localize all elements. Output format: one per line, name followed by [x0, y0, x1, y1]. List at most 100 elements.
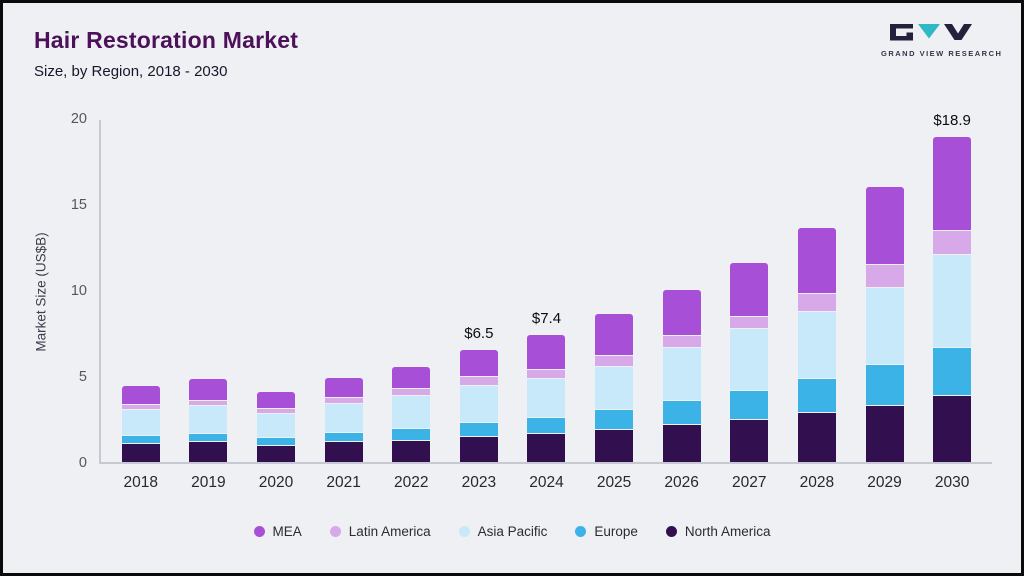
y-tick-label: 10 — [70, 283, 87, 299]
x-tick-label: 2025 — [596, 474, 632, 491]
segment-north-america — [730, 419, 769, 462]
legend-dot — [575, 526, 587, 537]
segment-asia-pacific — [865, 286, 904, 364]
y-tick-label: 5 — [78, 369, 87, 385]
legend-label: Latin America — [348, 524, 431, 539]
segment-europe — [459, 422, 498, 437]
segment-north-america — [662, 424, 701, 462]
segment-europe — [257, 437, 296, 445]
segment-europe — [324, 431, 363, 442]
segment-north-america — [121, 443, 160, 462]
bar-2021: 2021 — [324, 377, 363, 491]
segment-north-america — [933, 394, 972, 462]
segment-europe — [189, 432, 228, 442]
legend-item-asia-pacific: Asia Pacific — [458, 524, 548, 539]
bar-2022: 2022 — [392, 367, 431, 491]
segment-europe — [392, 427, 431, 440]
legend-label: Asia Pacific — [477, 524, 548, 539]
segment-europe — [865, 363, 904, 406]
y-tick-label: 0 — [78, 455, 87, 471]
segment-latin-america — [933, 229, 972, 254]
segment-latin-america — [797, 293, 836, 311]
plot-area: 0 5 10 15 20 2018 2019 2020 2021 2022 $6.5 2023 $7.… — [71, 111, 992, 491]
legend-label: Europe — [594, 524, 638, 539]
bar-2028: 2028 — [797, 228, 836, 491]
bar-total-label: $7.4 — [531, 309, 562, 327]
bar-2023: $6.5 2023 — [459, 325, 498, 491]
bar-total-label: $6.5 — [464, 325, 494, 343]
segment-latin-america — [459, 376, 498, 385]
segment-mea — [595, 314, 634, 356]
segment-north-america — [257, 444, 296, 462]
x-tick-label: 2027 — [732, 474, 767, 491]
segment-mea — [527, 334, 566, 370]
segment-latin-america — [662, 334, 701, 347]
legend-item-north-america: North America — [665, 524, 771, 539]
brand-logo-text: GRAND VIEW RESEARCH — [881, 49, 1003, 58]
brand-logo: GRAND VIEW RESEARCH — [881, 23, 1003, 58]
segment-mea — [324, 377, 363, 397]
segment-asia-pacific — [527, 377, 566, 418]
x-tick-label: 2029 — [867, 474, 902, 491]
segment-asia-pacific — [797, 310, 836, 378]
segment-north-america — [189, 441, 228, 462]
x-tick-label: 2018 — [123, 474, 159, 491]
segment-asia-pacific — [933, 253, 972, 347]
x-tick-label: 2026 — [664, 474, 699, 491]
x-tick-label: 2024 — [529, 474, 564, 491]
segment-europe — [797, 377, 836, 413]
x-tick-label: 2022 — [393, 474, 429, 491]
bar-series: 2018 2019 2020 2021 2022 $6.5 2023 $7.4 2024 2025… — [101, 112, 992, 491]
segment-europe — [121, 434, 160, 444]
segment-mea — [797, 228, 836, 294]
bar-2026: 2026 — [662, 290, 701, 491]
segment-mea — [933, 136, 972, 230]
segment-asia-pacific — [662, 346, 701, 401]
brand-logo-icon — [890, 24, 972, 41]
segment-mea — [730, 262, 769, 316]
segment-north-america — [797, 412, 836, 462]
legend-dot — [329, 526, 341, 537]
legend-item-mea: MEA — [253, 524, 302, 539]
y-tick-label: 20 — [70, 111, 87, 127]
page-title: Hair Restoration Market — [34, 27, 299, 53]
x-tick-label: 2019 — [191, 474, 226, 491]
segment-asia-pacific — [392, 394, 431, 428]
bar-2029: 2029 — [865, 186, 904, 491]
segment-north-america — [459, 436, 498, 462]
segment-mea — [392, 367, 431, 389]
legend-label: North America — [684, 524, 771, 539]
bar-2030: $18.9 2030 — [933, 112, 972, 491]
legend-label: MEA — [272, 524, 302, 539]
segment-latin-america — [527, 369, 566, 378]
segment-asia-pacific — [595, 365, 634, 409]
segment-latin-america — [324, 396, 363, 403]
chart-header: Hair Restoration Market Size, by Region,… — [34, 27, 298, 80]
x-tick-label: 2028 — [799, 474, 835, 491]
bar-2019: 2019 — [189, 379, 228, 491]
segment-asia-pacific — [121, 408, 160, 435]
segment-asia-pacific — [257, 413, 296, 438]
legend-dot — [665, 526, 677, 537]
segment-mea — [459, 350, 498, 377]
segment-mea — [662, 290, 701, 335]
bar-2025: 2025 — [595, 314, 634, 491]
segment-europe — [730, 389, 769, 419]
segment-north-america — [865, 405, 904, 462]
x-tick-label: 2020 — [258, 474, 294, 491]
legend-dot — [458, 526, 470, 537]
y-axis-title: Market Size (US$B) — [33, 232, 49, 352]
segment-asia-pacific — [324, 402, 363, 432]
segment-latin-america — [189, 400, 228, 406]
segment-latin-america — [121, 403, 160, 409]
segment-asia-pacific — [459, 384, 498, 423]
bar-2018: 2018 — [121, 386, 160, 491]
x-tick-label: 2030 — [934, 474, 970, 491]
segment-north-america — [595, 429, 634, 462]
segment-north-america — [392, 439, 431, 462]
segment-north-america — [527, 432, 566, 462]
bar-2020: 2020 — [257, 391, 296, 491]
bar-2027: 2027 — [730, 262, 769, 491]
page-subtitle: Size, by Region, 2018 - 2030 — [34, 63, 228, 80]
